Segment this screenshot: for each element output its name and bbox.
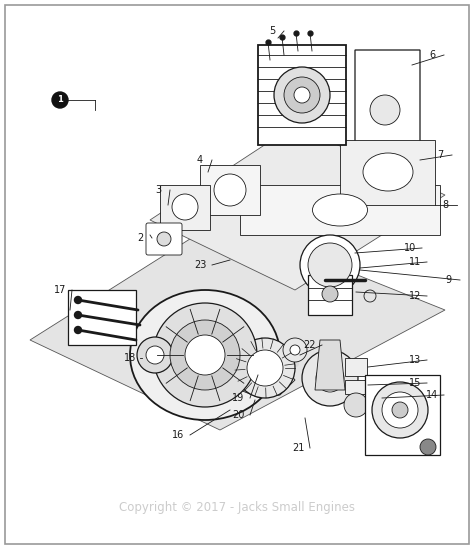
Ellipse shape <box>130 290 280 420</box>
Text: 17: 17 <box>54 285 66 295</box>
Text: 20: 20 <box>232 410 244 420</box>
Polygon shape <box>160 185 210 230</box>
Text: 8: 8 <box>442 200 448 210</box>
FancyBboxPatch shape <box>365 375 440 455</box>
FancyBboxPatch shape <box>68 290 136 345</box>
Circle shape <box>172 194 198 220</box>
Circle shape <box>146 346 164 364</box>
Polygon shape <box>150 125 445 290</box>
Circle shape <box>74 327 82 333</box>
Circle shape <box>157 232 171 246</box>
Text: Copyright © 2017 - Jacks Small Engines: Copyright © 2017 - Jacks Small Engines <box>119 501 355 514</box>
Text: 1: 1 <box>57 96 63 104</box>
Ellipse shape <box>312 194 367 226</box>
Text: 12: 12 <box>409 291 421 301</box>
Polygon shape <box>340 140 435 205</box>
Circle shape <box>214 174 246 206</box>
Circle shape <box>74 311 82 318</box>
Circle shape <box>316 364 344 392</box>
Text: 23: 23 <box>194 260 206 270</box>
Circle shape <box>420 439 436 455</box>
Text: 18: 18 <box>124 353 136 363</box>
Polygon shape <box>200 165 260 215</box>
FancyBboxPatch shape <box>308 275 352 315</box>
Polygon shape <box>240 185 440 235</box>
Circle shape <box>137 337 173 373</box>
Circle shape <box>322 286 338 302</box>
Text: 21: 21 <box>292 443 304 453</box>
Polygon shape <box>355 50 420 190</box>
Text: ®: ® <box>232 380 242 390</box>
Circle shape <box>302 350 358 406</box>
Polygon shape <box>30 220 445 430</box>
FancyBboxPatch shape <box>5 5 469 544</box>
Circle shape <box>284 77 320 113</box>
Circle shape <box>247 350 283 386</box>
Circle shape <box>290 345 300 355</box>
FancyBboxPatch shape <box>146 223 182 255</box>
Text: 5: 5 <box>269 26 275 36</box>
Text: 4: 4 <box>197 155 203 165</box>
Text: 10: 10 <box>404 243 416 253</box>
Text: Jacks
SMALL ENGINES: Jacks SMALL ENGINES <box>174 340 300 370</box>
Circle shape <box>274 67 330 123</box>
Text: 14: 14 <box>426 390 438 400</box>
Polygon shape <box>315 340 345 390</box>
Text: 7: 7 <box>437 150 443 160</box>
Text: 19: 19 <box>232 393 244 403</box>
Circle shape <box>262 362 278 378</box>
Circle shape <box>382 392 418 428</box>
Text: 13: 13 <box>409 355 421 365</box>
Circle shape <box>52 92 68 108</box>
Circle shape <box>283 338 307 362</box>
Text: 9: 9 <box>445 275 451 285</box>
Circle shape <box>300 235 360 295</box>
Text: 3: 3 <box>155 185 161 195</box>
FancyBboxPatch shape <box>345 358 367 376</box>
FancyBboxPatch shape <box>345 380 367 394</box>
Text: 2: 2 <box>137 233 143 243</box>
Circle shape <box>74 296 82 304</box>
FancyBboxPatch shape <box>258 45 346 145</box>
Circle shape <box>235 338 295 398</box>
Circle shape <box>185 335 225 375</box>
Text: 22: 22 <box>304 340 316 350</box>
Circle shape <box>392 402 408 418</box>
Text: 15: 15 <box>409 378 421 388</box>
Text: 6: 6 <box>429 50 435 60</box>
Polygon shape <box>240 368 295 398</box>
Circle shape <box>308 243 352 287</box>
Circle shape <box>153 303 257 407</box>
Text: 16: 16 <box>172 430 184 440</box>
Text: 11: 11 <box>409 257 421 267</box>
Circle shape <box>372 382 428 438</box>
Ellipse shape <box>363 153 413 191</box>
Circle shape <box>370 95 400 125</box>
Circle shape <box>170 320 240 390</box>
Circle shape <box>294 87 310 103</box>
Circle shape <box>344 393 368 417</box>
